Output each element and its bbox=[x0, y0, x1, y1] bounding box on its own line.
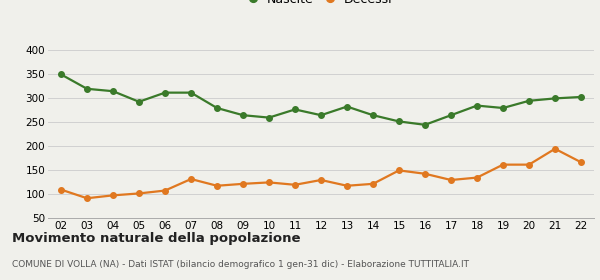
Nascite bbox=[395, 120, 403, 123]
Nascite bbox=[83, 87, 91, 90]
Decessi bbox=[136, 192, 143, 195]
Decessi bbox=[187, 177, 194, 181]
Decessi bbox=[83, 197, 91, 200]
Decessi bbox=[526, 163, 533, 166]
Decessi bbox=[109, 194, 116, 197]
Nascite bbox=[343, 105, 350, 108]
Nascite bbox=[187, 91, 194, 94]
Decessi bbox=[214, 184, 221, 187]
Nascite bbox=[370, 113, 377, 117]
Nascite bbox=[214, 106, 221, 110]
Legend: Nascite, Decessi: Nascite, Decessi bbox=[250, 0, 392, 6]
Nascite bbox=[265, 116, 272, 119]
Text: COMUNE DI VOLLA (NA) - Dati ISTAT (bilancio demografico 1 gen-31 dic) - Elaboraz: COMUNE DI VOLLA (NA) - Dati ISTAT (bilan… bbox=[12, 260, 469, 269]
Nascite bbox=[577, 95, 584, 99]
Decessi bbox=[292, 183, 299, 186]
Nascite bbox=[161, 91, 169, 94]
Nascite bbox=[421, 123, 428, 127]
Nascite bbox=[109, 90, 116, 93]
Nascite bbox=[499, 106, 506, 110]
Decessi bbox=[161, 189, 169, 192]
Nascite bbox=[58, 73, 65, 76]
Nascite bbox=[292, 108, 299, 111]
Nascite bbox=[317, 113, 325, 117]
Decessi bbox=[395, 169, 403, 172]
Decessi bbox=[343, 184, 350, 187]
Decessi bbox=[317, 178, 325, 182]
Decessi bbox=[577, 160, 584, 164]
Nascite bbox=[239, 113, 247, 117]
Nascite bbox=[448, 113, 455, 117]
Line: Nascite: Nascite bbox=[58, 72, 584, 128]
Nascite bbox=[473, 104, 481, 107]
Nascite bbox=[551, 97, 559, 100]
Decessi bbox=[448, 178, 455, 182]
Decessi bbox=[265, 181, 272, 184]
Decessi bbox=[370, 182, 377, 186]
Decessi bbox=[551, 147, 559, 150]
Decessi bbox=[239, 182, 247, 186]
Decessi bbox=[421, 172, 428, 176]
Decessi bbox=[499, 163, 506, 166]
Text: Movimento naturale della popolazione: Movimento naturale della popolazione bbox=[12, 232, 301, 245]
Nascite bbox=[136, 100, 143, 103]
Line: Decessi: Decessi bbox=[58, 146, 584, 201]
Nascite bbox=[526, 99, 533, 102]
Decessi bbox=[473, 176, 481, 179]
Decessi bbox=[58, 188, 65, 191]
